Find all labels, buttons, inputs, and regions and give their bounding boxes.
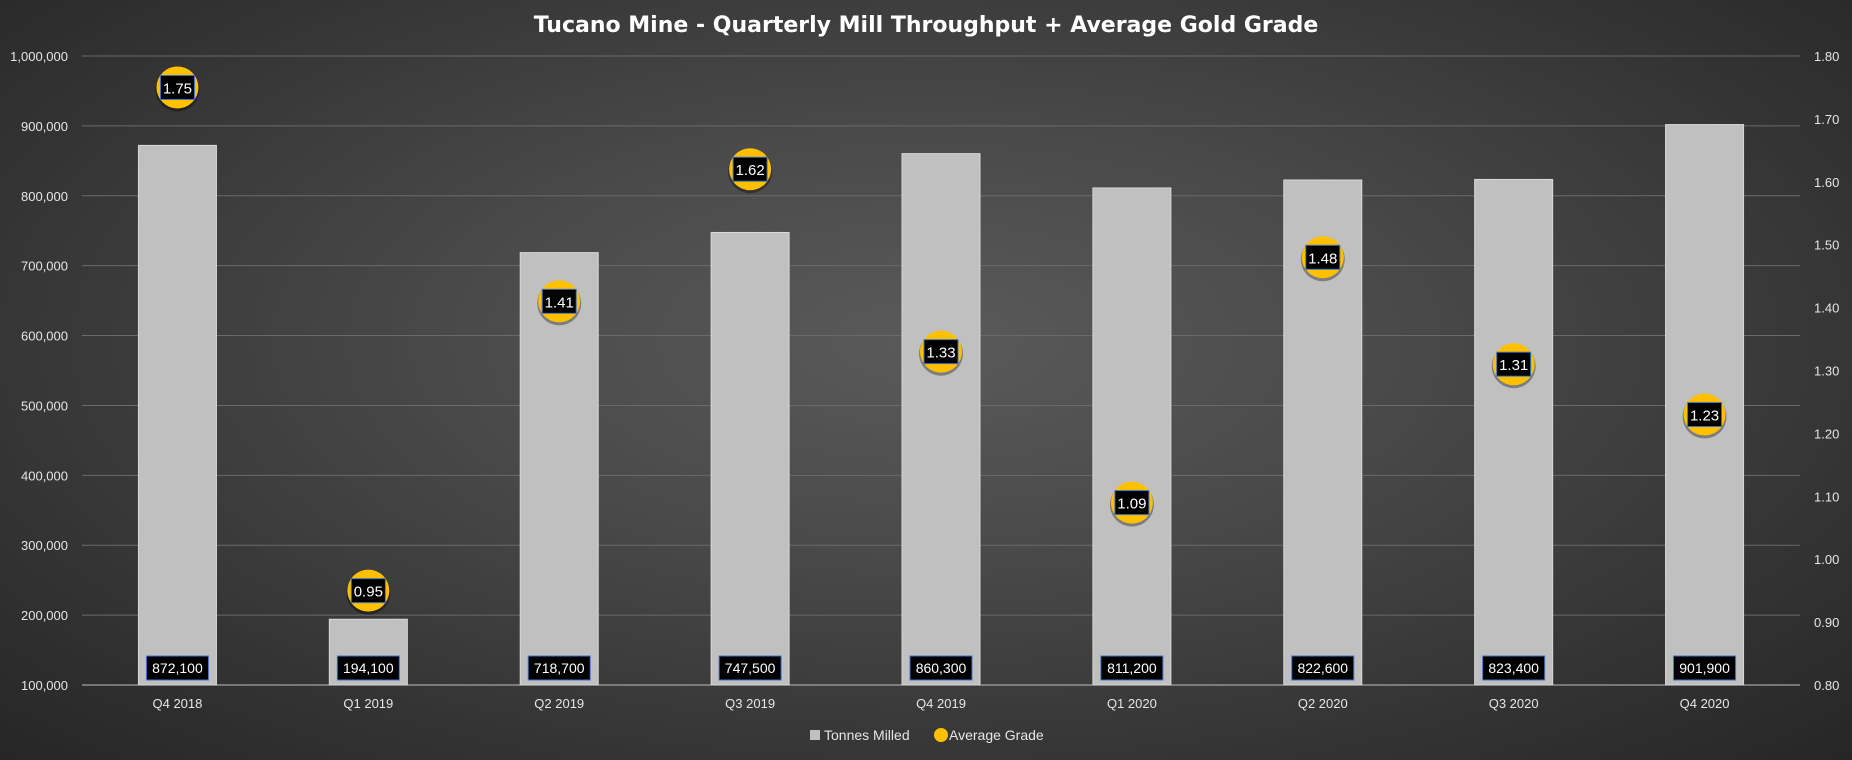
grade-value-label-box [923, 339, 959, 365]
legend-swatch-tonnes-milled [810, 730, 820, 740]
grade-value-label-box [1114, 490, 1150, 516]
category-label: Q2 2019 [534, 696, 584, 711]
right-tick-label: 0.80 [1814, 678, 1839, 693]
category-label: Q3 2019 [725, 696, 775, 711]
grade-value-label: 0.95 [354, 584, 383, 601]
grade-value-label: 1.09 [1117, 496, 1146, 513]
bar-value-label-box [1482, 655, 1546, 681]
right-tick-label: 1.30 [1814, 364, 1839, 379]
bar-value-label: 823,400 [1488, 660, 1539, 676]
right-tick-label: 1.70 [1814, 112, 1839, 127]
legend: Tonnes Milled Average Grade [810, 727, 1044, 743]
bar-value-label: 822,600 [1297, 660, 1348, 676]
bar-value-label-box [1100, 655, 1164, 681]
category-label: Q4 2020 [1680, 696, 1730, 711]
legend-label-average-grade: Average Grade [949, 727, 1044, 743]
grade-value-label-box [732, 156, 768, 182]
grade-value-label: 1.41 [545, 294, 574, 311]
bars-layer [137, 124, 1745, 686]
right-tick-label: 1.10 [1814, 489, 1839, 504]
markers-layer: 1.75 0.95 1.41 1.62 1.33 1.09 1.48 1.31 1.23 [155, 66, 1727, 615]
bar-value-label-box [527, 655, 591, 681]
left-tick-label: 600,000 [21, 329, 68, 344]
bar-value-label-box [1673, 655, 1737, 681]
grade-value-label-box [350, 578, 386, 604]
bar-value-label-box [1291, 655, 1355, 681]
grade-value-label-box [159, 74, 195, 100]
grade-value-label: 1.23 [1690, 408, 1719, 425]
category-label: Q4 2019 [916, 696, 966, 711]
bar-tonnes-milled [137, 144, 217, 686]
category-label: Q1 2019 [343, 696, 393, 711]
right-tick-label: 1.50 [1814, 238, 1839, 253]
grade-value-label-box [1687, 402, 1723, 428]
left-tick-label: 100,000 [21, 678, 68, 693]
bar-tonnes-milled [1092, 187, 1172, 686]
left-tick-label: 900,000 [21, 119, 68, 134]
right-tick-label: 1.20 [1814, 426, 1839, 441]
bar-tonnes-milled [1474, 178, 1554, 686]
bar-value-label-box [145, 655, 209, 681]
category-label: Q4 2018 [153, 696, 203, 711]
left-tick-label: 800,000 [21, 189, 68, 204]
grade-value-label: 1.75 [163, 80, 192, 97]
bar-tonnes-milled [901, 153, 981, 686]
right-tick-label: 1.60 [1814, 175, 1839, 190]
grade-value-label-box [1305, 244, 1341, 270]
bar-value-label-box [718, 655, 782, 681]
bar-tonnes-milled [519, 252, 599, 686]
bar-tonnes-milled [710, 231, 790, 686]
category-label: Q2 2020 [1298, 696, 1348, 711]
bar-labels-layer: 872,100 194,100 718,700 747,500 860,300 811,2… [145, 655, 1737, 681]
left-axis: 100,000 200,000 300,000 400,000 500,000 600,0… [10, 49, 68, 693]
left-tick-label: 700,000 [21, 259, 68, 274]
bar-value-label: 811,200 [1107, 660, 1157, 676]
left-tick-label: 200,000 [21, 608, 68, 623]
left-tick-label: 500,000 [21, 398, 68, 413]
grade-value-label: 1.31 [1499, 357, 1528, 374]
chart-title: Tucano Mine - Quarterly Mill Throughput … [534, 13, 1319, 38]
category-label: Q3 2020 [1489, 696, 1539, 711]
right-tick-label: 0.90 [1814, 615, 1839, 630]
grade-value-label-box [1496, 351, 1532, 377]
bar-value-label-box [336, 655, 400, 681]
category-label: Q1 2020 [1107, 696, 1157, 711]
grade-value-label-box [541, 288, 577, 314]
right-tick-label: 1.40 [1814, 301, 1839, 316]
bar-value-label: 860,300 [916, 660, 967, 676]
left-tick-label: 300,000 [21, 538, 68, 553]
bar-value-label: 872,100 [152, 660, 203, 676]
bar-value-label: 718,700 [534, 660, 585, 676]
category-axis: Q4 2018 Q1 2019 Q2 2019 Q3 2019 Q4 2019 Q1 20… [153, 696, 1730, 711]
left-tick-label: 400,000 [21, 468, 68, 483]
right-tick-label: 1.00 [1814, 552, 1839, 567]
left-tick-label: 1,000,000 [10, 49, 68, 64]
legend-marker-average-grade [934, 728, 948, 742]
bar-value-label: 747,500 [725, 660, 776, 676]
right-tick-label: 1.80 [1814, 49, 1839, 64]
grade-value-label: 1.62 [736, 162, 765, 179]
bar-value-label: 901,900 [1679, 660, 1730, 676]
legend-label-tonnes-milled: Tonnes Milled [824, 727, 910, 743]
right-axis: 0.80 0.90 1.00 1.10 1.20 1.30 1.40 1.50 1.60 1.70… [1814, 49, 1839, 693]
grade-value-label: 1.33 [926, 345, 955, 362]
bar-value-label: 194,100 [343, 660, 394, 676]
bar-value-label-box [909, 655, 973, 681]
grade-value-label: 1.48 [1308, 250, 1337, 267]
